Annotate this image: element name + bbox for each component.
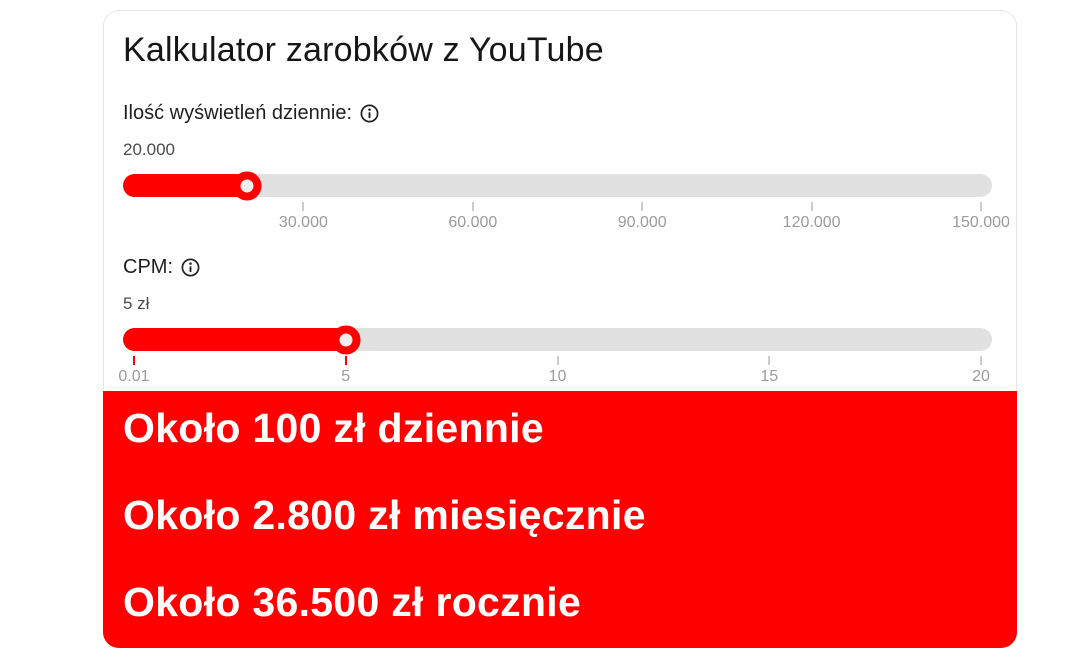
- tick-mark: [471, 202, 474, 211]
- tick-mark: [133, 356, 135, 365]
- views-slider-track[interactable]: [123, 174, 992, 197]
- result-line-monthly: Około 2.800 zł miesięcznie: [123, 492, 646, 538]
- tick-mark: [641, 202, 644, 211]
- tick-label: 0.01: [118, 368, 150, 385]
- tick-label: 150.000: [952, 214, 1010, 231]
- tick-mark: [556, 356, 559, 365]
- views-slider[interactable]: 30.000 60.000 90.000 120.000 150.000: [123, 171, 1010, 231]
- cpm-slider-label: CPM:: [123, 256, 173, 278]
- tick-mark: [344, 356, 347, 365]
- cpm-slider-fill: [123, 328, 357, 351]
- tick-label: 5: [341, 368, 351, 385]
- cpm-slider[interactable]: 0.01 5 10 15 20: [118, 325, 992, 385]
- cpm-slider-value: 5 zł: [123, 294, 150, 313]
- tick-label: 20: [972, 368, 990, 385]
- tick-mark: [810, 202, 813, 211]
- tick-mark: [980, 356, 982, 365]
- cpm-slider-thumb[interactable]: [331, 325, 361, 354]
- tick-label: 60.000: [448, 214, 498, 231]
- result-line-yearly: Około 36.500 zł rocznie: [123, 579, 582, 625]
- page-title: Kalkulator zarobków z YouTube: [123, 31, 604, 69]
- views-slider-label: Ilość wyświetleń dziennie:: [123, 102, 352, 124]
- tick-label: 15: [760, 368, 779, 385]
- results-panel: Około 100 zł dziennie Około 2.800 zł mie…: [103, 391, 1017, 648]
- tick-label: 30.000: [278, 214, 328, 231]
- result-line-daily: Około 100 zł dziennie: [123, 405, 544, 451]
- info-icon[interactable]: [360, 104, 379, 123]
- tick-label: 90.000: [617, 214, 667, 231]
- tick-label: 10: [548, 368, 567, 385]
- tick-mark: [980, 202, 982, 211]
- tick-label: 120.000: [782, 214, 841, 231]
- tick-mark: [302, 202, 305, 211]
- calculator-card: Kalkulator zarobków z YouTube Ilość wyśw…: [103, 10, 1017, 648]
- tick-mark: [768, 356, 771, 365]
- views-slider-thumb[interactable]: [232, 171, 262, 200]
- views-slider-value: 20.000: [123, 140, 175, 159]
- info-icon[interactable]: [181, 258, 200, 277]
- views-slider-fill: [123, 174, 258, 197]
